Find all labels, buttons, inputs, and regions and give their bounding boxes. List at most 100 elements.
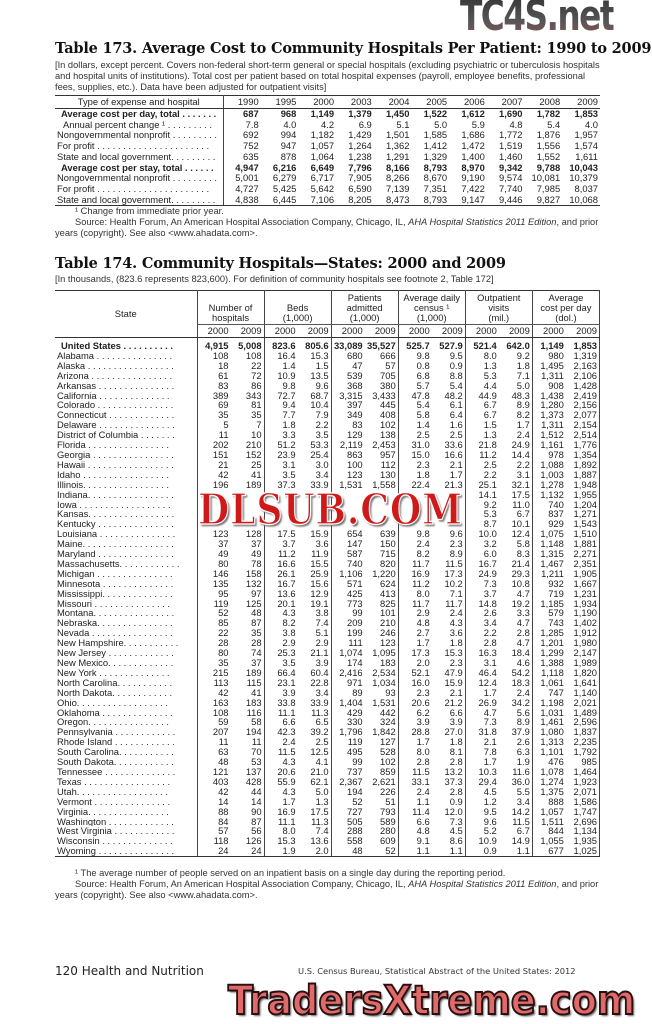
cell: 4,915 — [205, 340, 229, 351]
cell: 1,034 — [364, 677, 399, 688]
column-group-label: admitted — [346, 302, 383, 313]
cell: 1,134 — [565, 826, 600, 837]
cell: 1,782 — [536, 108, 561, 119]
cell: 403 — [212, 776, 229, 787]
row-label: Nongovernmental nonprofit . . . . . . . … — [55, 173, 224, 184]
cell: 57 — [218, 826, 229, 837]
cell — [230, 499, 265, 510]
cell: 7 — [230, 420, 265, 431]
cell — [431, 509, 466, 520]
cell: 35 — [230, 628, 265, 639]
cell: 3.1 — [483, 658, 497, 668]
cell: 2,021 — [565, 697, 600, 708]
cell: 3.9 — [297, 658, 332, 668]
cell: 48.2 — [431, 390, 466, 401]
stub-header: State — [55, 290, 198, 338]
cell: 209 — [347, 618, 363, 629]
cell: 1.7 — [282, 796, 296, 807]
year-header: 2006 — [449, 95, 487, 109]
cell: 99 — [352, 608, 363, 619]
state-name: Minnesota . . . . . . . . . . . . . . — [55, 578, 198, 589]
cell: 1,057 — [310, 141, 335, 152]
cell: 25.9 — [297, 568, 332, 579]
cell: 8.0 — [483, 350, 497, 361]
cell: 349 — [347, 410, 363, 421]
cell: 112 — [364, 459, 399, 470]
cell: 10 — [230, 430, 265, 441]
cell: 81 — [230, 400, 265, 411]
cell: 908 — [548, 380, 564, 391]
cell: 25 — [230, 459, 265, 470]
cell: 199 — [347, 628, 363, 639]
year-header: 2004 — [373, 95, 412, 109]
cell: 8.0 — [416, 588, 430, 599]
state-name: Oklahoma . . . . . . . . . . . . . . — [55, 707, 198, 718]
cell: 2.8 — [431, 786, 466, 797]
cell: 11.7 — [431, 598, 466, 609]
state-name: Maine. . . . . . . . . . . . . . . . . . — [55, 539, 198, 550]
cell: 3.3 — [282, 430, 296, 441]
cell: 1,837 — [565, 727, 600, 738]
cell: 37.9 — [498, 727, 533, 738]
cell: 6.5 — [297, 717, 332, 728]
cell: 86 — [230, 380, 265, 391]
table-174: State Number of hospitals Beds (1,000) Patie… — [55, 290, 601, 858]
cell: 10.2 — [431, 578, 466, 589]
cell: 21.2 — [431, 697, 466, 708]
state-name: Utah. . . . . . . . . . . . . . . . . . — [55, 786, 198, 797]
cell: 1,935 — [565, 836, 600, 847]
cell: 7,139 — [385, 183, 410, 194]
row-label: State and local government. . . . . . . … — [55, 151, 224, 163]
cell: 2.3 — [431, 539, 466, 550]
cell: 2,416 — [339, 667, 363, 678]
state-name: Delaware . . . . . . . . . . . . . . . — [55, 420, 198, 431]
cell: 84 — [218, 816, 229, 827]
cell: 16.3 — [478, 648, 497, 658]
cell: 642.0 — [498, 337, 533, 351]
cell: 93 — [364, 687, 399, 698]
cell: 7,422 — [461, 183, 485, 194]
cell: 425 — [347, 588, 363, 599]
source-title: AHA Hospital Statistics 2011 Edition — [408, 879, 557, 889]
cell: 47 — [352, 360, 363, 371]
cell: 1.7 — [483, 687, 497, 698]
cell — [364, 509, 399, 520]
cell: 2.2 — [498, 459, 533, 470]
cell: 1,412 — [423, 141, 448, 152]
cell: 26.9 — [478, 697, 497, 708]
cell: 12.9 — [297, 588, 332, 599]
cell: 1.6 — [431, 420, 466, 431]
cell: 210 — [364, 618, 399, 629]
cell: 16.0 — [411, 677, 430, 688]
cell: 2,271 — [565, 549, 600, 559]
cell — [364, 519, 399, 530]
watermark-middle-logo: DLSUB.COM — [198, 489, 463, 530]
cell: 9,147 — [449, 194, 487, 207]
cell: 28 — [230, 638, 265, 649]
cell: 24 — [230, 846, 265, 858]
cell: 15.5 — [297, 558, 332, 569]
cell: 17.5 — [277, 529, 296, 540]
state-name: District of Columbia . . . . . . . — [55, 430, 198, 441]
cell: 20.6 — [277, 766, 296, 777]
cell: 740 — [548, 499, 564, 510]
cell: 5.2 — [483, 826, 497, 837]
cell: 3.4 — [297, 469, 332, 480]
cell: 39.2 — [297, 727, 332, 738]
cell: 51.2 — [277, 440, 296, 450]
cell: 1,552 — [536, 151, 561, 162]
cell: 47.9 — [431, 667, 466, 678]
cell: 183 — [364, 658, 399, 668]
cell: 33.6 — [431, 440, 466, 450]
cell: 35 — [218, 410, 229, 421]
cell: 844 — [548, 826, 564, 837]
cell: 5 — [223, 420, 229, 431]
cell: 14 — [230, 796, 265, 807]
cell: 2.3 — [416, 459, 430, 470]
cell: 246 — [364, 628, 399, 639]
table-row: Virginia. . . . . . . . . . . . . . . . 8… — [55, 806, 600, 817]
cell: 2.1 — [431, 459, 466, 470]
cell — [364, 499, 399, 510]
cell: 9.8 — [416, 350, 430, 361]
cell: 1.5 — [297, 360, 332, 371]
